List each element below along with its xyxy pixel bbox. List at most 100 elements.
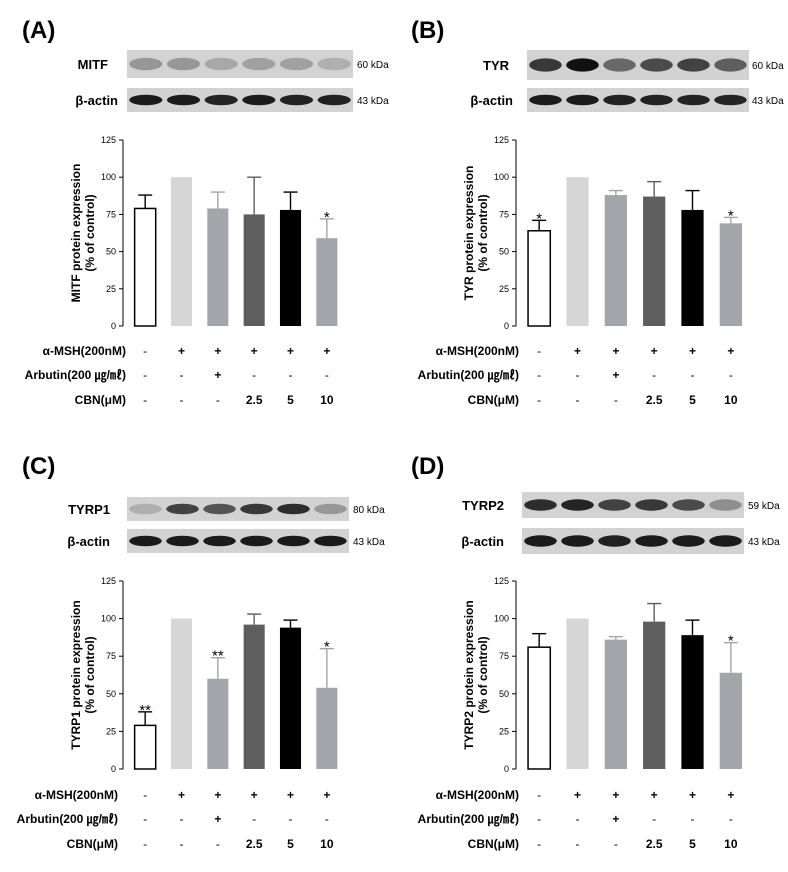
condition-value: -: [691, 812, 695, 826]
condition-value: +: [727, 788, 734, 802]
bar: [316, 238, 338, 326]
condition-label: Arbutin(200 ㎍/㎖): [418, 811, 519, 827]
bar-chart: 0 25 50 75 100 125 TYRP1 protein expression(% …: [69, 576, 338, 774]
blot-band: [561, 535, 594, 547]
y-tick-label: 25: [106, 284, 116, 294]
blot-band: [672, 535, 705, 547]
condition-value: -: [143, 368, 147, 382]
bar: [133, 207, 157, 327]
y-axis-label-line: (% of control): [476, 194, 490, 271]
blot-protein-label: TYRP2: [462, 498, 504, 513]
y-tick-label: 75: [106, 209, 116, 219]
blot-band: [714, 58, 747, 72]
y-axis-label: TYRP1 protein expression(% of control): [69, 600, 97, 749]
bar-chart: 0 25 50 75 100 125 MITF protein expression(% o…: [69, 135, 338, 331]
bar: [527, 646, 552, 770]
blot-band: [317, 94, 351, 106]
y-axis-label: TYRP2 protein expression(% of control): [462, 600, 490, 749]
condition-value: 5: [689, 837, 696, 851]
y-axis-label-line: MITF protein expression: [69, 164, 83, 303]
condition-value: -: [325, 812, 329, 826]
condition-value: +: [323, 788, 330, 802]
condition-value: +: [651, 344, 658, 358]
condition-value: -: [180, 837, 184, 851]
blot-band: [166, 57, 201, 71]
blot-band: [709, 499, 742, 511]
blot-band: [524, 499, 557, 511]
bar: [643, 621, 666, 769]
y-tick-label: 125: [101, 576, 116, 586]
blot-strip: [527, 50, 749, 80]
blot-strip: [127, 50, 353, 78]
condition-value: -: [216, 837, 220, 851]
blot-band: [598, 499, 631, 511]
y-tick-label: 75: [499, 209, 509, 219]
bar: [604, 639, 627, 769]
blot-band: [672, 499, 705, 511]
condition-value: -: [537, 393, 541, 407]
y-tick-label: 0: [111, 321, 116, 331]
y-tick-label: 100: [101, 614, 116, 624]
condition-value: 5: [689, 393, 696, 407]
blot-protein-label: β-actin: [461, 534, 504, 549]
condition-value: +: [251, 344, 258, 358]
blot-band: [279, 94, 314, 106]
condition-value: +: [574, 344, 581, 358]
y-tick-label: 125: [494, 135, 509, 145]
blot-band: [566, 94, 599, 106]
y-tick-label: 50: [499, 689, 509, 699]
condition-value: 10: [320, 837, 334, 851]
y-axis-label-line: (% of control): [83, 194, 97, 271]
bar: [316, 687, 338, 769]
blot-band: [240, 503, 273, 515]
western-blot: MITF 60 kDa β-actin 43 kDa: [75, 50, 389, 112]
condition-value: 2.5: [646, 393, 663, 407]
blot-strip: [522, 528, 744, 554]
bar: [566, 177, 589, 326]
condition-table: α-MSH(200nM) - + + + + + Arbutin(200 ㎍/㎖) - - + - - -…: [25, 344, 334, 407]
condition-value: +: [214, 344, 221, 358]
y-tick-label: 0: [504, 764, 509, 774]
condition-value: -: [252, 368, 256, 382]
condition-value: -: [537, 837, 541, 851]
condition-value: -: [537, 344, 541, 358]
bar: [719, 672, 742, 769]
blot-band: [204, 57, 238, 71]
y-tick-label: 0: [504, 321, 509, 331]
blot-band: [635, 499, 668, 511]
condition-label: CBN(μM): [468, 837, 519, 851]
significance-marker: *: [728, 633, 734, 650]
condition-value: 2.5: [246, 837, 263, 851]
y-tick-label: 25: [106, 726, 116, 736]
y-tick-label: 0: [111, 764, 116, 774]
panel-letter: (C): [22, 453, 55, 480]
condition-value: +: [178, 344, 185, 358]
condition-value: -: [143, 837, 147, 851]
panel-D: (D) TYRP2 59 kDa β-actin 43 kDa 0 25 50 75 100 125…: [411, 453, 780, 851]
blot-strip: [527, 88, 749, 112]
condition-label: α-MSH(200nM): [436, 788, 519, 802]
condition-value: -: [143, 788, 147, 802]
panel-B: (B) TYR 60 kDa β-actin 43 kDa 0 25 50 75 100 125 TY…: [411, 17, 784, 407]
blot-protein-label: β-actin: [67, 534, 110, 549]
y-axis-label-line: TYR protein expression: [462, 166, 476, 301]
condition-value: -: [652, 368, 656, 382]
blot-band: [317, 57, 351, 71]
y-axis-label-line: (% of control): [83, 636, 97, 713]
blot-band: [635, 535, 668, 547]
condition-value: +: [612, 368, 619, 382]
condition-value: -: [537, 368, 541, 382]
condition-value: +: [214, 788, 221, 802]
blot-band: [714, 94, 747, 106]
blot-band: [603, 94, 636, 106]
panel-A: (A) MITF 60 kDa β-actin 43 kDa 0 25 50 75 100 125 M…: [22, 17, 389, 407]
condition-value: +: [214, 368, 221, 382]
bar: [170, 618, 193, 769]
y-axis-label-line: TYRP1 protein expression: [69, 600, 83, 749]
y-tick-label: 50: [499, 247, 509, 257]
bar: [681, 635, 704, 769]
condition-value: -: [576, 837, 580, 851]
y-tick-label: 25: [499, 726, 509, 736]
western-blot: TYR 60 kDa β-actin 43 kDa: [470, 50, 784, 112]
y-axis-label: TYR protein expression(% of control): [462, 166, 490, 301]
